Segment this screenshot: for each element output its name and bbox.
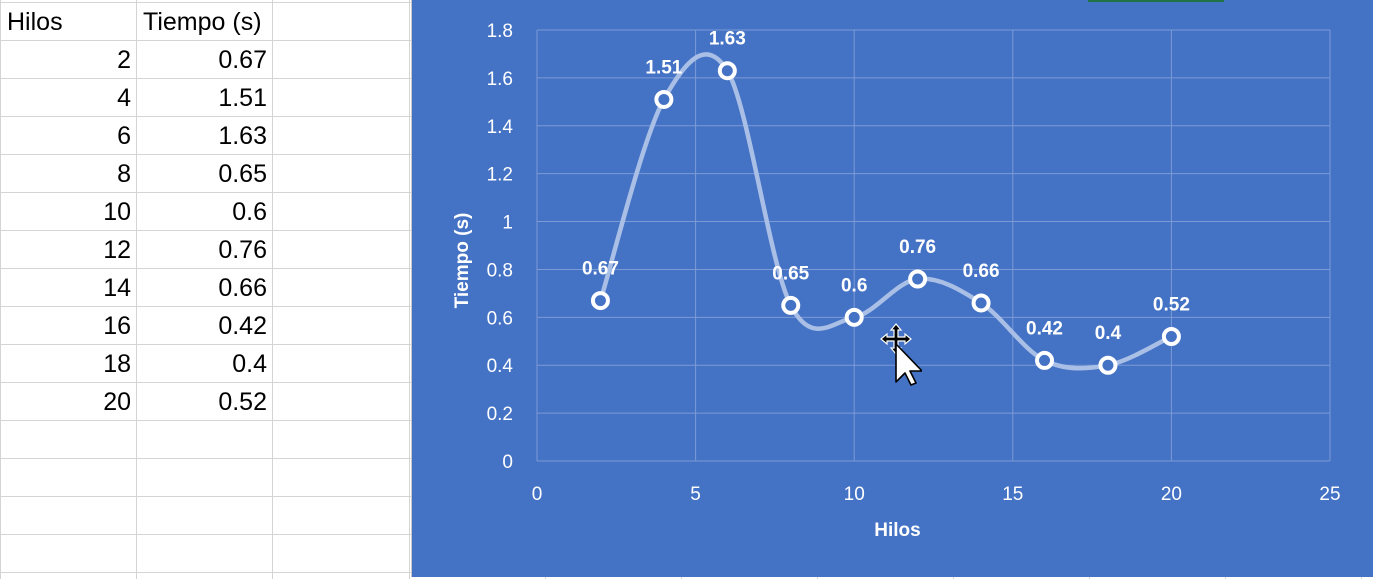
x-tick-label: 15: [1002, 484, 1023, 505]
data-point[interactable]: [590, 291, 610, 311]
x-tick-label: 20: [1161, 484, 1182, 505]
gridline-vertical: [272, 0, 273, 579]
data-point[interactable]: [1098, 355, 1118, 375]
cell-hilos[interactable]: 4: [117, 84, 131, 112]
cell-tiempo[interactable]: 0.65: [218, 160, 267, 188]
x-tick-label: 25: [1319, 484, 1340, 505]
cell-hilos[interactable]: 6: [117, 122, 131, 150]
data-point[interactable]: [908, 269, 928, 289]
data-label: 0.4: [1095, 323, 1122, 344]
cell-tiempo[interactable]: 1.63: [218, 122, 267, 150]
data-point[interactable]: [971, 293, 991, 313]
x-tick-label: 10: [844, 484, 865, 505]
x-axis-title: Hilos: [874, 520, 920, 541]
chart-area[interactable]: 0 0.2 0.4 0.6 0.8 1 1.2 1.4 1.6 1.8 0 5 10 15 20 25 Hilo…: [411, 0, 1373, 577]
x-tick-label: 5: [690, 484, 701, 505]
cell-tiempo[interactable]: 0.6: [232, 198, 267, 226]
gridline-vertical: [409, 0, 410, 579]
y-tick-label: 0.8: [487, 260, 513, 281]
data-label: 0.6: [841, 275, 867, 296]
y-tick-label: 1.8: [487, 21, 513, 42]
header-cell[interactable]: Hilos: [7, 8, 63, 36]
y-tick-label: 0.6: [487, 308, 513, 329]
data-point[interactable]: [654, 89, 674, 109]
gridline-vertical: [136, 0, 137, 579]
gridline-vertical: [0, 0, 1, 579]
data-label: 0.42: [1026, 318, 1063, 339]
data-label: 0.52: [1153, 294, 1190, 315]
cell-tiempo[interactable]: 0.4: [232, 350, 267, 378]
ribbon-tab-indicator: [1088, 0, 1224, 2]
data-label: 0.65: [772, 263, 809, 284]
series-line[interactable]: [598, 52, 1174, 371]
cell-hilos[interactable]: 16: [103, 312, 131, 340]
data-point[interactable]: [781, 295, 801, 315]
y-tick-label: 1: [502, 213, 513, 234]
data-label: 1.63: [709, 29, 746, 50]
y-tick-label: 0: [502, 452, 513, 473]
cell-tiempo[interactable]: 0.52: [218, 388, 267, 416]
cell-hilos[interactable]: 10: [103, 198, 131, 226]
cell-tiempo[interactable]: 1.51: [218, 84, 267, 112]
cell-tiempo[interactable]: 0.67: [218, 46, 267, 74]
cell-tiempo[interactable]: 0.66: [218, 274, 267, 302]
y-tick-label: 1.6: [487, 69, 513, 90]
cell-tiempo[interactable]: 0.76: [218, 236, 267, 264]
data-label: 0.67: [582, 259, 619, 280]
cell-hilos[interactable]: 20: [103, 388, 131, 416]
y-tick-label: 1.2: [487, 165, 513, 186]
cell-hilos[interactable]: 8: [117, 160, 131, 188]
cell-tiempo[interactable]: 0.42: [218, 312, 267, 340]
cell-hilos[interactable]: 18: [103, 350, 131, 378]
cell-hilos[interactable]: 2: [117, 46, 131, 74]
data-label: 0.66: [963, 261, 1000, 282]
y-tick-label: 1.4: [487, 117, 514, 138]
data-label: 1.51: [645, 57, 682, 78]
data-point[interactable]: [717, 61, 737, 81]
data-label: 0.76: [899, 237, 936, 258]
data-point[interactable]: [1161, 326, 1181, 346]
cell-hilos[interactable]: 12: [103, 236, 131, 264]
y-axis-title: Tiempo (s): [452, 213, 473, 309]
header-cell[interactable]: Tiempo (s): [143, 8, 262, 36]
x-tick-label: 0: [532, 484, 543, 505]
cell-hilos[interactable]: 14: [103, 274, 131, 302]
y-tick-label: 0.4: [487, 356, 514, 377]
y-tick-label: 0.2: [487, 404, 513, 425]
data-point[interactable]: [1035, 350, 1055, 370]
scatter-chart[interactable]: 0 0.2 0.4 0.6 0.8 1 1.2 1.4 1.6 1.8 0 5 10 15 20 25 Hilo…: [412, 0, 1373, 577]
data-point[interactable]: [844, 307, 864, 327]
